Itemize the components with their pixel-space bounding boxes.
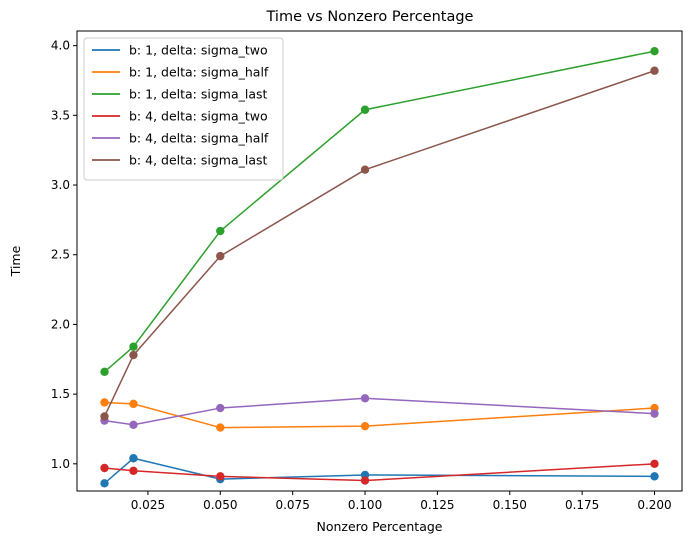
y-tick-label: 2.0 bbox=[51, 317, 70, 331]
data-point-s6-5 bbox=[650, 66, 659, 75]
data-point-s2-3 bbox=[216, 423, 225, 432]
data-point-s1-2 bbox=[129, 454, 138, 463]
legend-label-1: b: 1, delta: sigma_two bbox=[129, 43, 268, 58]
data-point-s3-2 bbox=[129, 342, 138, 351]
data-point-s3-3 bbox=[216, 226, 225, 236]
data-point-s6-1 bbox=[100, 412, 109, 421]
data-point-s5-4 bbox=[360, 394, 370, 403]
y-tick-label: 3.0 bbox=[51, 178, 70, 192]
data-point-s5-5 bbox=[650, 409, 659, 418]
data-point-s6-3 bbox=[216, 251, 225, 261]
data-point-s4-3 bbox=[216, 472, 225, 481]
x-tick-label: 0.125 bbox=[420, 498, 454, 512]
data-point-s4-2 bbox=[129, 466, 138, 475]
y-tick-label: 2.5 bbox=[51, 248, 70, 262]
legend-label-2: b: 1, delta: sigma_half bbox=[129, 65, 269, 80]
x-tick-label: 0.050 bbox=[203, 498, 237, 512]
y-axis-label: Time bbox=[8, 245, 23, 277]
data-point-s5-2 bbox=[129, 420, 138, 429]
plot-area bbox=[100, 47, 659, 488]
legend-box bbox=[83, 37, 284, 181]
plot-frame bbox=[76, 30, 683, 492]
data-point-s4-1 bbox=[100, 463, 109, 473]
data-point-s1-5 bbox=[650, 472, 659, 481]
data-point-s2-4 bbox=[360, 421, 370, 431]
x-axis-label: Nonzero Percentage bbox=[317, 519, 443, 534]
y-tick-label: 3.5 bbox=[51, 108, 70, 122]
series-line-4 bbox=[104, 463, 655, 482]
x-tick-label: 0.025 bbox=[131, 498, 165, 512]
data-point-s6-2 bbox=[129, 350, 138, 360]
x-tick-label: 0.150 bbox=[493, 498, 527, 512]
data-point-s3-5 bbox=[650, 47, 659, 56]
x-tick-label: 0.200 bbox=[637, 498, 671, 512]
x-tick-label: 0.175 bbox=[565, 498, 599, 512]
data-point-s4-5 bbox=[650, 459, 659, 469]
x-tick-label: 0.075 bbox=[275, 498, 309, 512]
legend-label-3: b: 1, delta: sigma_last bbox=[129, 87, 268, 102]
y-tick-label: 1.5 bbox=[51, 387, 70, 401]
data-point-s4-4 bbox=[360, 476, 370, 485]
data-point-s1-1 bbox=[100, 479, 109, 488]
y-tick-label: 1.0 bbox=[51, 457, 70, 471]
legend-label-5: b: 4, delta: sigma_half bbox=[129, 131, 269, 146]
data-point-s5-3 bbox=[216, 403, 225, 413]
legend-label-4: b: 4, delta: sigma_two bbox=[129, 109, 268, 124]
axes: 0.025 0.050 0.075 0.100 0.125 0.150 0.175 0.200… bbox=[51, 39, 672, 512]
x-tick-label: 0.100 bbox=[348, 498, 382, 512]
legend: b: 1, delta: sigma_two b: 1, delta: sigma… bbox=[83, 37, 284, 181]
y-tick-label: 4.0 bbox=[51, 39, 70, 53]
data-point-s6-4 bbox=[360, 165, 370, 174]
data-point-s2-2 bbox=[129, 399, 138, 409]
data-point-s2-1 bbox=[100, 398, 109, 407]
series-line-5 bbox=[104, 397, 655, 426]
data-point-s3-1 bbox=[100, 367, 109, 377]
chart-title: Time vs Nonzero Percentage bbox=[266, 9, 474, 25]
legend-label-6: b: 4, delta: sigma_last bbox=[129, 153, 268, 168]
data-point-s3-4 bbox=[360, 105, 370, 114]
